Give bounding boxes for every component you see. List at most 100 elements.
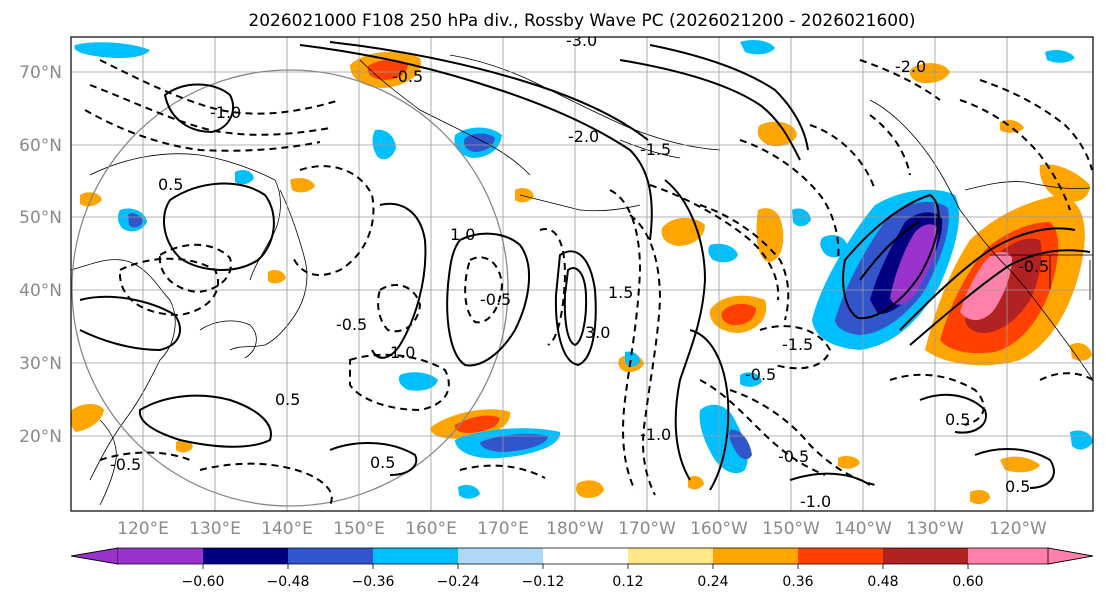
contour-label: 1.0 <box>390 343 415 362</box>
negative-div-region <box>74 42 150 58</box>
contour-label: 1.0 <box>450 225 475 244</box>
lon-label: 170°W <box>618 519 676 539</box>
colorbar-tick-label: −0.48 <box>267 574 310 590</box>
colorbar-tick-label: 0.24 <box>697 574 728 590</box>
lat-label: 70°N <box>19 63 62 83</box>
positive-div-region <box>910 63 950 84</box>
positive-div-region <box>688 476 704 490</box>
negative-div-region <box>1045 50 1075 63</box>
contour-label: 0.5 <box>1005 477 1030 496</box>
negative-div-region <box>458 485 480 499</box>
lon-label: 140°E <box>261 519 313 539</box>
positive-div-region <box>960 252 1012 321</box>
colorbar-tick-label: −0.36 <box>352 574 395 590</box>
longitude-labels: 120°E 130°E 140°E 150°E 160°E 170°E 180°… <box>117 519 1047 539</box>
contour-label: 0.5 <box>945 410 970 429</box>
contour-label: -1.5 <box>782 335 813 354</box>
map-frame <box>70 36 1094 512</box>
contours-positive <box>79 41 1091 491</box>
figure-title: 2026021000 F108 250 hPa div., Rossby Wav… <box>248 11 915 31</box>
colorbar-ticks <box>202 564 969 569</box>
positive-div-region <box>367 59 408 80</box>
negative-div-region <box>820 235 848 258</box>
negative-div-region <box>708 243 738 263</box>
colorbar-tick-label: 0.36 <box>782 574 813 590</box>
lat-label: 60°N <box>19 136 62 156</box>
contour-label: -1.5 <box>640 140 671 159</box>
lon-label: 160°W <box>690 519 748 539</box>
contour-label: -2.0 <box>568 127 599 146</box>
contour-label: -3.0 <box>566 31 597 50</box>
lon-label: 150°W <box>762 519 820 539</box>
lat-label: 30°N <box>19 354 62 374</box>
lon-label: 130°W <box>906 519 964 539</box>
positive-div-region <box>1070 343 1092 361</box>
contour-label: -0.5 <box>392 67 423 86</box>
lat-label: 40°N <box>19 281 62 301</box>
contour-labels: -3.0 -0.5 -2.0 -1.0 -1.5 1.0 0.5 -0.5 3.… <box>110 31 1049 511</box>
contour-label: -1.0 <box>210 103 241 122</box>
positive-div-region <box>756 208 784 262</box>
divergence-shading <box>71 40 1093 505</box>
contour-label: -0.5 <box>110 455 141 474</box>
colorbar-tick-label: −0.24 <box>437 574 480 590</box>
colorbar-segment <box>288 548 373 564</box>
negative-div-region <box>235 170 254 185</box>
lon-label: 180°W <box>546 519 604 539</box>
positive-div-region <box>454 415 500 433</box>
positive-div-region <box>575 480 604 498</box>
colorbar-segment <box>543 548 628 564</box>
colorbar-segment <box>373 548 458 564</box>
lon-label: 150°E <box>333 519 385 539</box>
negative-div-region <box>699 404 748 474</box>
reference-circle <box>71 69 509 507</box>
contour-label: 0.5 <box>158 175 183 194</box>
colorbar-tick-label: 0.48 <box>867 574 898 590</box>
colorbar-segment <box>458 548 543 564</box>
contour-label: -1.0 <box>640 425 671 444</box>
colorbar-extend-high <box>1047 547 1094 565</box>
coastlines <box>71 54 1093 506</box>
colorbar-tick-label: 0.60 <box>952 574 983 590</box>
negative-div-region <box>398 372 438 391</box>
colorbar: −0.60 −0.48 −0.36 −0.24 −0.12 0.12 0.24 … <box>70 547 1094 590</box>
contour-label: -0.5 <box>1018 257 1049 276</box>
lon-label: 170°E <box>477 519 529 539</box>
negative-div-region <box>372 129 396 160</box>
colorbar-segment <box>118 548 203 564</box>
positive-div-region <box>268 270 286 284</box>
lon-label: 120°E <box>117 519 169 539</box>
colorbar-tick-label: −0.60 <box>182 574 225 590</box>
positive-div-region <box>757 121 797 147</box>
lon-label: 130°E <box>189 519 241 539</box>
contour-label: 3.0 <box>585 323 610 342</box>
lon-label: 160°E <box>405 519 457 539</box>
colorbar-outline <box>70 547 1094 565</box>
positive-div-region <box>176 439 193 453</box>
colorbar-segment <box>883 548 968 564</box>
contour-label: 0.5 <box>370 453 395 472</box>
contour-label: -0.5 <box>745 365 776 384</box>
contour-label: -0.5 <box>336 315 367 334</box>
colorbar-segment <box>713 548 798 564</box>
positive-div-region <box>1000 456 1040 473</box>
negative-div-region <box>729 429 752 460</box>
positive-div-region <box>71 404 104 432</box>
latitude-labels: 70°N 60°N 50°N 40°N 30°N 20°N <box>19 63 62 447</box>
contour-label: -1.0 <box>800 492 831 511</box>
colorbar-segment <box>628 548 713 564</box>
contour-label: -0.5 <box>778 447 809 466</box>
positive-div-region <box>290 178 315 193</box>
negative-div-region <box>464 133 495 152</box>
colorbar-tick-label: −0.12 <box>522 574 565 590</box>
colorbar-segment <box>968 548 1048 564</box>
graticule <box>71 37 1093 511</box>
negative-div-region <box>740 40 775 55</box>
contour-label: -2.0 <box>895 57 926 76</box>
lon-label: 120°W <box>989 519 1047 539</box>
positive-div-region <box>721 303 756 326</box>
contours-negative <box>84 59 1093 506</box>
colorbar-segment <box>203 548 288 564</box>
colorbar-segment <box>798 548 883 564</box>
contour-label: -0.5 <box>480 290 511 309</box>
